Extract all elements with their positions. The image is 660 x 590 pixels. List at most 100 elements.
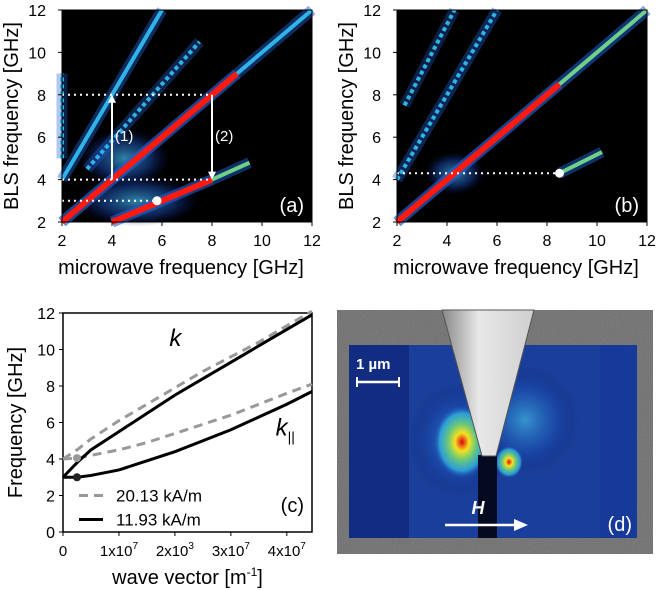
y-tick-label: 12 — [28, 3, 46, 20]
y-axis-title: BLS frequency [GHz] — [1, 22, 23, 210]
y-tick-label: 0 — [46, 525, 55, 542]
heatmap-layer — [392, 5, 651, 227]
panel-label: (b) — [615, 195, 639, 217]
marker-dot — [72, 473, 81, 482]
y-tick-label: 10 — [363, 45, 381, 62]
branch-line — [402, 9, 457, 107]
plot-frame — [61, 9, 313, 223]
series-line-k_par — [63, 390, 313, 479]
arrow-head-icon — [208, 171, 216, 180]
branch-line — [211, 160, 251, 182]
x-axis-title-end: ] — [257, 567, 263, 589]
arrow-label: (2) — [215, 128, 233, 145]
panel-b: 2 4 6 8 10 12 2 4 6 8 10 12 microwave frequency [GHz… — [336, 3, 656, 279]
x-tick-label: 4x107 — [268, 541, 307, 560]
x-tick-base: 2x10 — [156, 543, 189, 560]
panel-label: (d) — [608, 514, 632, 536]
x-axis-title-text: wave vector [m — [111, 567, 246, 589]
y-tick-label: 12 — [37, 306, 55, 323]
branch-line — [85, 40, 201, 171]
y-tick-label: 8 — [372, 88, 381, 105]
y-tick-label: 8 — [46, 379, 55, 396]
arrow-head-icon — [108, 94, 116, 103]
map-edge-left — [349, 345, 409, 538]
gap-shadow — [478, 455, 497, 538]
series-line-k — [61, 313, 313, 479]
x-tick-label: 10 — [253, 233, 271, 250]
curve-label-text: k — [169, 325, 183, 352]
x-tick-base: 1x10 — [100, 543, 133, 560]
x-tick-label: 4 — [108, 233, 117, 250]
scale-bar-label: 1 µm — [356, 356, 391, 373]
y-tick-label: 10 — [28, 45, 46, 62]
x-tick-label: 12 — [303, 233, 321, 250]
y-axis-title: BLS frequency [GHz] — [336, 22, 358, 210]
branch-line — [395, 8, 499, 181]
antenna-tip — [441, 309, 535, 457]
x-tick-base: 3x10 — [212, 543, 245, 560]
y-tick-label: 6 — [37, 130, 46, 147]
branch-line — [558, 150, 603, 176]
x-tick-label: 2x103 — [156, 541, 195, 560]
y-tick-label: 2 — [46, 489, 55, 506]
hotspot-right — [495, 446, 523, 478]
x-tick-label: 4 — [443, 233, 452, 250]
x-tick-label: 0 — [59, 543, 67, 560]
x-tick-label: 2 — [58, 233, 67, 250]
branch-line — [110, 176, 214, 225]
panel-d: 1 µm H (d) — [337, 309, 653, 554]
field-arrow-head-icon — [514, 519, 528, 531]
x-axis-title-sup: -1 — [247, 565, 258, 579]
y-tick-label: 2 — [372, 215, 381, 232]
panel-a: (1) (2) 2 4 6 8 10 12 2 4 6 8 10 12 microwave frequenc… — [1, 3, 321, 279]
curve-label: k — [169, 325, 183, 352]
branch-line — [235, 8, 314, 76]
y-tick-label: 4 — [372, 173, 381, 190]
curve-label-text: k — [276, 414, 290, 441]
legend-label: 11.93 kA/m — [116, 511, 201, 530]
branch-line — [395, 81, 562, 225]
x-tick-label: 8 — [543, 233, 552, 250]
x-tick-exponent: 7 — [244, 541, 250, 552]
x-axis-title: microwave frequency [GHz] — [393, 257, 639, 279]
heatmap-layer — [56, 5, 316, 228]
x-tick-label: 6 — [493, 233, 502, 250]
x-tick-exponent: 3 — [188, 541, 194, 552]
panel-label: (c) — [281, 495, 304, 517]
y-tick-label: 4 — [46, 452, 55, 469]
arrow-label: (1) — [115, 128, 133, 145]
marker-dot — [72, 454, 81, 463]
y-tick-label: 4 — [37, 173, 46, 190]
y-tick-label: 6 — [372, 130, 381, 147]
x-tick-label: 10 — [588, 233, 606, 250]
x-axis-title: microwave frequency [GHz] — [58, 257, 304, 279]
marker-dot — [152, 196, 162, 206]
y-axis-title: Frequency [GHz] — [5, 347, 27, 498]
y-tick-label: 2 — [37, 215, 46, 232]
x-tick-label: 2 — [393, 233, 402, 250]
legend-label: 20.13 kA/m — [116, 487, 202, 506]
x-tick-label: 8 — [208, 233, 217, 250]
x-tick-label: 12 — [638, 233, 656, 250]
plot-frame — [396, 9, 648, 223]
x-axis-title: wave vector [m-1] — [111, 565, 263, 589]
x-tick-label: 1x107 — [100, 541, 139, 560]
curve-label: k|| — [276, 414, 295, 444]
series-line-k_par — [62, 382, 313, 461]
x-tick-base: 0 — [59, 543, 67, 560]
curve-label-sub: || — [288, 428, 295, 444]
field-label: H — [472, 498, 486, 518]
marker-dot — [555, 168, 564, 178]
panel-label: (a) — [280, 195, 304, 217]
x-tick-exponent: 7 — [300, 541, 306, 552]
y-tick-label: 8 — [37, 88, 46, 105]
branch-line — [558, 8, 649, 86]
x-tick-label: 3x107 — [212, 541, 251, 560]
y-tick-label: 6 — [46, 416, 55, 433]
x-tick-label: 6 — [158, 233, 167, 250]
y-tick-label: 10 — [37, 343, 55, 360]
map-edge-right — [600, 345, 637, 538]
branch-line — [60, 71, 239, 225]
